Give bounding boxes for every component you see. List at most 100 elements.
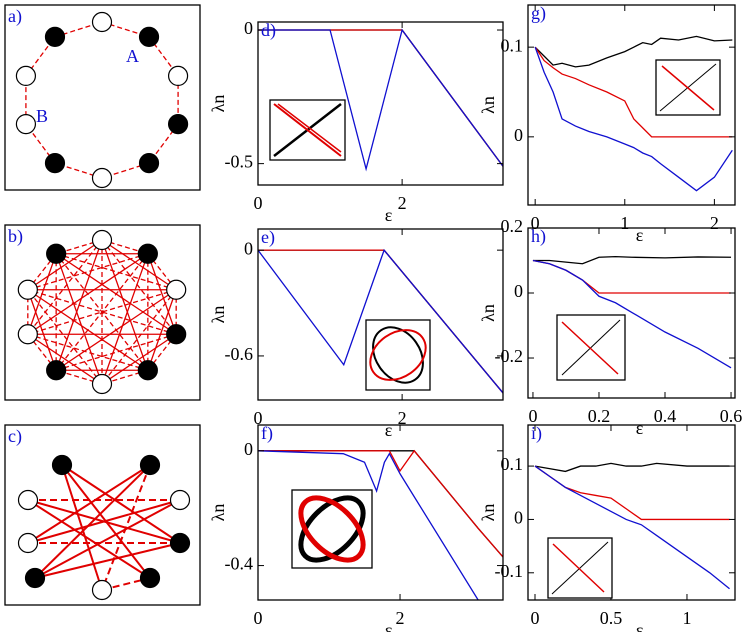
x-tick-label: 2 [396,608,405,628]
y-tick-label: -0.6 [225,344,254,364]
panel-label: g) [531,3,546,24]
y-tick-label: 0.1 [501,454,524,474]
inset [655,59,721,116]
series-line [534,35,733,68]
y-tick-label: 0.1 [501,35,524,55]
node [91,579,113,601]
node [15,114,37,135]
edge [27,253,57,335]
edge [55,253,149,371]
y-tick-label: 0.2 [501,216,524,236]
plot-frame [527,227,736,399]
x-axis-label: ε [385,420,393,440]
inset [291,489,373,569]
y-tick-label: -0.1 [495,561,524,581]
node [24,567,46,589]
x-tick-label: 1 [620,213,629,233]
edge [55,239,103,371]
panel-label: d) [261,20,276,41]
edge [101,239,177,335]
node [169,532,191,554]
node [17,324,38,345]
y-tick-label: 0 [244,18,253,38]
chart: 0 2 0 -0.4 f) ε λn [208,423,504,632]
edge [27,499,181,544]
edge [27,289,57,371]
panel-label: h) [531,226,546,247]
x-tick-label: 0 [530,608,539,628]
panel-label: i) [531,423,542,444]
y-tick-label: -0.4 [225,554,254,574]
diagram-frame [4,424,201,606]
node [137,243,158,264]
edge [34,499,181,579]
series-line [532,255,732,265]
plot-frame [257,424,504,601]
series-line [532,259,732,294]
x-tick-label: 0 [254,408,263,428]
edge [27,464,151,544]
node [166,279,187,300]
series-line [258,28,503,172]
edge [101,577,151,591]
chart: 0 2 0 -0.6 e) ε λn [208,227,504,440]
x-tick-label: 0.6 [720,406,743,426]
plot-frame [257,21,504,186]
node [139,567,161,589]
x-tick-label: 0.2 [588,406,611,426]
node [51,454,73,476]
edge [27,333,149,371]
y-axis-label: λn [478,96,498,114]
diagram-frame [4,4,201,191]
node [91,373,113,395]
series-line [258,450,479,600]
node [44,153,66,174]
plot-area [534,462,730,590]
plot-area [534,35,733,192]
series-line [258,248,503,394]
edge [147,289,177,371]
node [137,360,158,381]
edge [27,289,103,385]
edge [101,289,177,385]
x-tick-label: 0.4 [654,406,677,426]
inset [547,537,613,599]
y-tick-label: 0 [514,281,523,301]
x-tick-label: 1 [682,608,691,628]
y-tick-label: 0 [244,238,253,258]
node [44,26,66,47]
inset [365,319,431,391]
y-axis-label: λn [208,95,228,113]
edge [27,333,103,385]
plot-frame [527,424,736,601]
node [138,26,160,47]
node [91,167,113,189]
plot-frame [257,228,504,401]
x-axis-label: ε [636,418,644,438]
edge [34,464,151,579]
plot-area [258,449,503,600]
x-tick-label: 0 [528,406,537,426]
node [15,65,37,86]
x-axis-label: ε [385,620,393,632]
x-tick-label: 2 [710,213,719,233]
node [91,229,113,251]
node [17,532,39,554]
networks [15,11,191,601]
edge [55,253,177,291]
chart: 0 0.5 1 0.1 0 -0.1 i) ε λn [478,423,736,632]
series-line [532,259,732,369]
x-axis-label: ε [636,620,644,632]
node [167,65,189,86]
x-tick-label: 0.5 [600,608,623,628]
chart: 0 2 0 -0.5 d) ε λn [208,18,504,225]
panel-label: c) [8,426,22,447]
y-tick-label: 0 [514,508,523,528]
edge [61,464,181,544]
edge [147,253,177,335]
edge [101,253,149,385]
x-tick-label: 0 [254,193,263,213]
node [166,324,187,345]
x-tick-label: 0 [254,608,263,628]
